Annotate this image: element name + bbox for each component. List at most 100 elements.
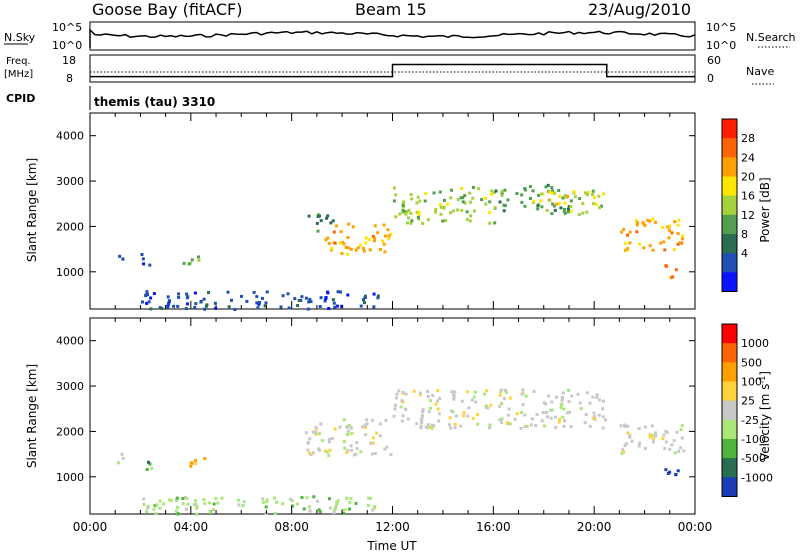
velocity-cell: [557, 420, 561, 424]
velocity-cell: [142, 497, 146, 501]
power-cell: [681, 237, 685, 241]
velocity-cell: [675, 430, 679, 434]
power-cell: [500, 189, 504, 193]
velocity-cell: [120, 452, 124, 456]
power-y-tick-label: 2000: [56, 220, 84, 233]
power-cell: [585, 210, 589, 214]
power-cell: [635, 221, 639, 225]
power-cell: [441, 219, 445, 223]
velocity-cell: [152, 507, 156, 511]
velocity-cell: [306, 448, 310, 452]
power-cell: [401, 203, 405, 207]
velocity-cell: [506, 421, 509, 425]
power-cell: [600, 204, 603, 208]
velocity-colorbar-swatch: [722, 324, 737, 344]
velocity-cell: [476, 422, 480, 426]
velocity-cell: [588, 425, 592, 428]
power-cell: [572, 190, 576, 194]
power-cell: [279, 305, 283, 309]
velocity-cell: [186, 502, 190, 506]
velocity-cell: [421, 413, 424, 417]
x-tick-label: 20:00: [577, 520, 612, 534]
power-cell: [488, 221, 492, 225]
velocity-colorbar-tick-label: -100: [741, 433, 766, 446]
power-cell: [405, 210, 409, 214]
power-cell: [449, 196, 453, 200]
velocity-cell: [290, 504, 294, 508]
velocity-cell: [504, 390, 508, 394]
velocity-cell: [335, 501, 339, 505]
velocity-colorbar-swatch: [722, 381, 737, 402]
power-cell: [540, 192, 544, 196]
power-cell: [477, 187, 481, 191]
velocity-cell: [601, 426, 605, 430]
power-y-axis-label: Slant Range [km]: [25, 158, 39, 262]
power-colorbar: 28 24 20 16 12 8 4: [721, 118, 755, 292]
velocity-cell: [202, 498, 206, 502]
power-colorbar-swatch: [722, 119, 737, 139]
velocity-cell: [525, 424, 529, 428]
velocity-cell: [630, 439, 634, 443]
velocity-cell: [619, 424, 623, 428]
velocity-cell: [373, 452, 377, 455]
power-cell: [299, 299, 303, 302]
power-cell: [548, 198, 552, 202]
power-cell: [333, 305, 337, 309]
power-cell: [149, 307, 153, 311]
velocity-cell: [302, 507, 306, 511]
velocity-cell: [369, 441, 373, 445]
velocity-colorbar-swatch: [722, 343, 737, 363]
velocity-cell: [208, 501, 211, 505]
power-cell: [363, 301, 366, 305]
velocity-cell: [421, 408, 425, 412]
velocity-cell: [304, 431, 308, 435]
power-cell: [559, 206, 563, 210]
velocity-cell: [679, 428, 683, 431]
power-cell: [681, 234, 685, 238]
velocity-cell: [176, 512, 180, 516]
power-cell: [340, 240, 344, 244]
velocity-colorbar-swatch: [722, 477, 737, 497]
velocity-cell: [347, 424, 351, 427]
velocity-cell: [462, 411, 466, 415]
power-colorbar-tick-label: 12: [741, 209, 755, 222]
velocity-cell: [348, 500, 352, 504]
velocity-cell: [676, 469, 680, 473]
power-cell: [258, 301, 261, 304]
power-cell: [500, 194, 504, 197]
power-cell: [351, 225, 355, 229]
power-cell: [432, 191, 436, 195]
power-cell: [371, 235, 375, 238]
power-cell: [483, 196, 487, 200]
x-tick-label: 00:00: [73, 520, 108, 534]
velocity-cell: [384, 418, 388, 422]
power-colorbar-tick-label: 24: [741, 151, 755, 164]
power-cell: [463, 194, 467, 198]
power-cell: [245, 299, 249, 303]
velocity-y-tick-label: 2000: [56, 425, 84, 438]
velocity-cell: [412, 389, 416, 393]
velocity-cell: [654, 434, 658, 438]
velocity-cell: [359, 450, 363, 454]
power-cell: [669, 276, 673, 280]
power-cell: [324, 296, 328, 299]
velocity-cell: [593, 417, 597, 421]
velocity-cell: [561, 391, 565, 395]
velocity-cell: [623, 423, 626, 427]
power-cell: [439, 212, 443, 216]
power-cell: [172, 304, 176, 308]
power-cell: [376, 294, 380, 298]
power-cell: [665, 264, 668, 268]
velocity-cell: [237, 498, 240, 502]
velocity-cell: [643, 425, 647, 429]
power-cell: [537, 193, 541, 197]
power-cell: [252, 290, 256, 294]
velocity-cell: [460, 399, 464, 403]
power-cell: [193, 305, 197, 309]
velocity-cell: [237, 503, 241, 507]
power-cell: [417, 215, 420, 219]
power-cell: [523, 188, 527, 192]
velocity-cell: [378, 434, 382, 438]
power-cell: [145, 301, 149, 305]
power-cell: [503, 188, 507, 192]
